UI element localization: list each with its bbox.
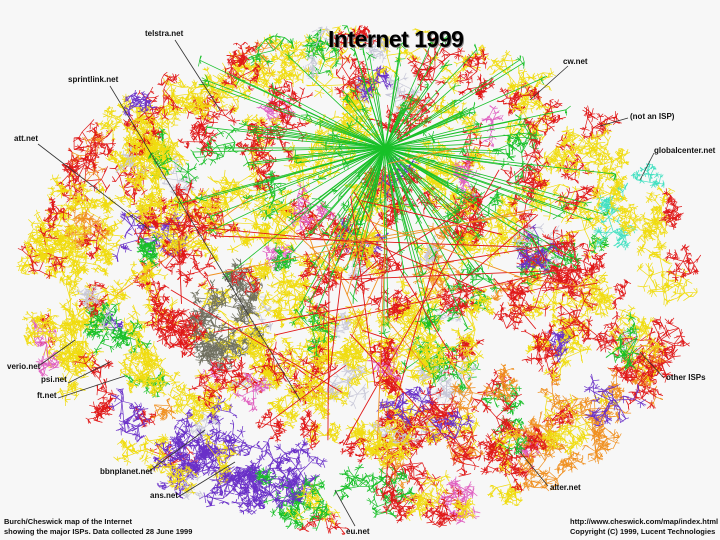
link-edge xyxy=(507,492,508,495)
link-edge xyxy=(260,424,261,427)
link-edge xyxy=(107,185,110,189)
link-edge xyxy=(501,498,503,501)
link-edge xyxy=(256,422,259,423)
link-edge xyxy=(497,493,501,494)
link-edge xyxy=(475,452,476,456)
link-edge xyxy=(103,169,107,170)
link-edge xyxy=(617,401,620,403)
link-edge xyxy=(562,174,565,175)
link-edge xyxy=(116,176,120,182)
link-edge xyxy=(470,451,473,452)
link-edge xyxy=(509,113,510,117)
link-edge xyxy=(295,325,296,328)
internet-map-figure: Internet 1999 telstra.net sprintlink.net… xyxy=(0,0,720,540)
link-edge xyxy=(561,175,565,177)
link-edge xyxy=(259,422,262,423)
link-edge xyxy=(77,192,79,194)
link-edge xyxy=(105,186,107,189)
link-edge xyxy=(558,140,562,142)
link-edge xyxy=(568,174,571,175)
link-edge xyxy=(106,166,108,170)
link-edge xyxy=(299,302,300,305)
link-edge xyxy=(491,486,493,487)
link-edge xyxy=(491,488,497,493)
link-edge xyxy=(144,190,147,192)
link-edge xyxy=(508,467,509,470)
link-edge xyxy=(186,447,190,452)
link-edge xyxy=(512,500,513,504)
link-edge xyxy=(142,192,145,195)
link-edge xyxy=(490,494,491,498)
link-edge xyxy=(280,419,281,422)
link-edge xyxy=(496,484,510,487)
link-edge xyxy=(262,418,265,424)
link-edge xyxy=(500,489,501,493)
link-edge xyxy=(504,90,507,93)
link-edge xyxy=(266,412,267,414)
link-edge xyxy=(271,316,274,317)
link-edge xyxy=(503,494,504,498)
link-edge xyxy=(571,180,575,181)
link-edge xyxy=(519,501,520,503)
link-edge xyxy=(502,503,506,505)
link-edge xyxy=(496,488,500,493)
